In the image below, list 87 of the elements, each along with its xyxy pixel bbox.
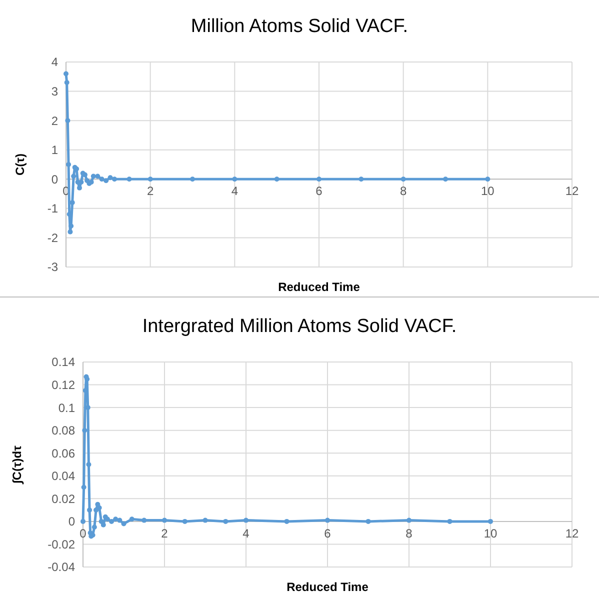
y-tick-label: -3 bbox=[47, 260, 58, 274]
point bbox=[84, 376, 90, 382]
point bbox=[68, 229, 73, 234]
point bbox=[190, 176, 195, 182]
y-tick-label: 0.06 bbox=[52, 446, 76, 460]
x-tick-label: 10 bbox=[484, 526, 498, 540]
point bbox=[400, 176, 406, 182]
point bbox=[99, 176, 104, 182]
point bbox=[117, 518, 122, 523]
y-axis-title: ∫C(τ)dτ bbox=[10, 444, 24, 484]
point bbox=[121, 521, 126, 526]
point bbox=[126, 176, 132, 182]
x-tick-label: 4 bbox=[231, 184, 238, 198]
point bbox=[94, 508, 99, 513]
point bbox=[325, 518, 330, 523]
point bbox=[108, 175, 113, 180]
point bbox=[71, 174, 76, 179]
point bbox=[485, 176, 490, 182]
point bbox=[112, 176, 117, 182]
point bbox=[81, 484, 86, 490]
x-tick-label: 12 bbox=[565, 526, 579, 540]
y-tick-label: 0.1 bbox=[58, 400, 76, 415]
point bbox=[488, 518, 493, 524]
point bbox=[64, 71, 68, 76]
point bbox=[366, 518, 371, 524]
point bbox=[87, 508, 92, 513]
x-tick-label: 2 bbox=[161, 526, 168, 540]
x-tick-label: 6 bbox=[324, 526, 332, 540]
chart-title: Million Atoms Solid VACF. bbox=[190, 16, 408, 37]
x-tick-label: 6 bbox=[316, 184, 323, 198]
point bbox=[358, 176, 364, 182]
point bbox=[65, 118, 70, 124]
y-tick-label: -2 bbox=[47, 230, 58, 245]
y-tick-label: 4 bbox=[51, 55, 58, 70]
y-tick-label: 0.04 bbox=[52, 469, 76, 484]
x-tick-label: 2 bbox=[146, 184, 154, 198]
point bbox=[109, 518, 114, 524]
point bbox=[104, 178, 109, 184]
point bbox=[142, 518, 147, 523]
y-tick-label: -1 bbox=[47, 202, 58, 216]
y-tick-label: 0.12 bbox=[52, 378, 76, 392]
point bbox=[78, 180, 84, 185]
x-tick-label: 4 bbox=[242, 526, 250, 540]
x-axis-title: Reduced Time bbox=[278, 280, 360, 294]
x-axis-title: Reduced Time bbox=[286, 580, 369, 594]
chart-title: Intergrated Million Atoms Solid VACF. bbox=[142, 316, 457, 337]
point bbox=[129, 516, 134, 522]
point bbox=[66, 162, 72, 167]
y-tick-label: -0.04 bbox=[48, 560, 76, 574]
y-tick-label: 3 bbox=[51, 84, 58, 98]
point bbox=[284, 518, 290, 524]
x-tick-label: 12 bbox=[565, 184, 579, 198]
y-tick-label: 0 bbox=[51, 172, 58, 186]
point bbox=[95, 174, 100, 179]
point bbox=[182, 518, 188, 524]
point bbox=[244, 518, 248, 523]
y-tick-label: -0.02 bbox=[48, 537, 76, 552]
point bbox=[64, 80, 70, 85]
point bbox=[70, 200, 75, 206]
point bbox=[80, 518, 86, 524]
x-tick-label: 8 bbox=[400, 184, 407, 198]
x-tick-label: 0 bbox=[80, 526, 87, 540]
y-tick-label: 0.08 bbox=[52, 424, 76, 438]
point bbox=[232, 176, 238, 182]
point bbox=[113, 516, 118, 522]
y-tick-label: 0.14 bbox=[52, 355, 76, 370]
x-tick-label: 10 bbox=[480, 184, 495, 198]
y-tick-label: 2 bbox=[51, 114, 58, 128]
y-tick-label: 0.02 bbox=[52, 492, 76, 506]
point bbox=[82, 428, 88, 433]
y-axis-title: C(τ) bbox=[13, 153, 27, 176]
point bbox=[148, 176, 153, 182]
point bbox=[447, 518, 452, 524]
y-tick-label: 1 bbox=[51, 143, 58, 158]
y-tick-label: 0 bbox=[68, 514, 76, 529]
point bbox=[202, 518, 208, 523]
point bbox=[223, 518, 228, 524]
x-tick-label: 8 bbox=[406, 526, 413, 540]
point bbox=[316, 176, 322, 182]
point bbox=[90, 174, 96, 179]
point bbox=[443, 176, 448, 182]
point bbox=[406, 518, 412, 523]
point bbox=[162, 518, 167, 523]
point bbox=[274, 176, 280, 182]
point bbox=[68, 224, 74, 228]
point bbox=[86, 462, 92, 467]
point bbox=[92, 524, 97, 530]
